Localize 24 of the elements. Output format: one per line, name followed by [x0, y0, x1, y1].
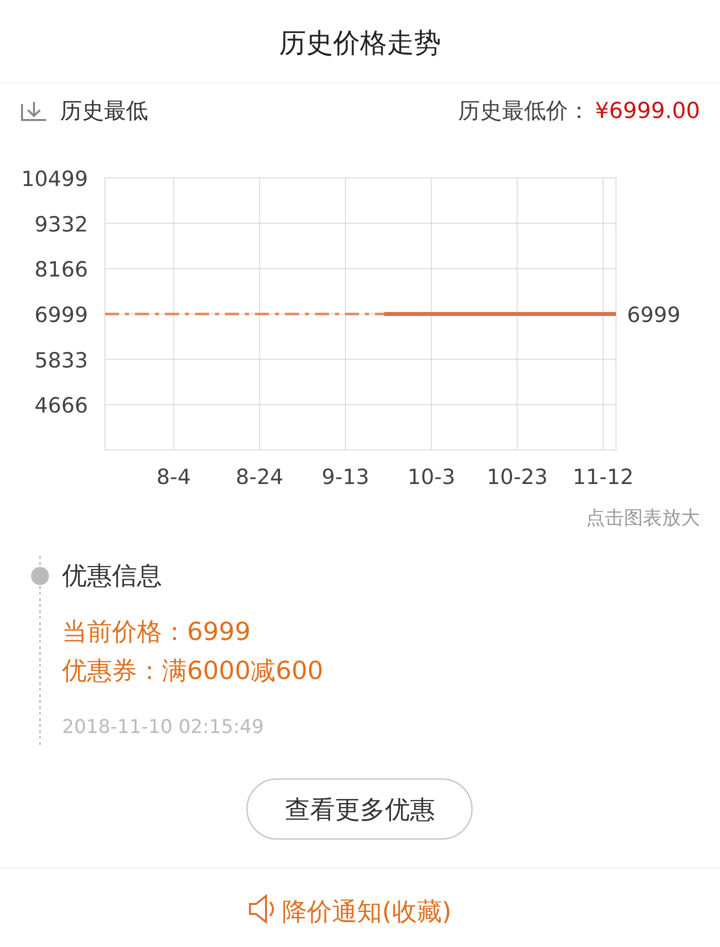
text: ¥6999.00	[595, 99, 700, 124]
text: 历史最低	[60, 99, 148, 124]
text: 历史最低价：	[458, 99, 590, 124]
x-tick-label: 10-3	[408, 465, 456, 489]
y-tick-label: 5833	[34, 348, 88, 372]
text: 当前价格：6999	[62, 617, 251, 646]
chart-title: 历史价格走势	[279, 28, 441, 59]
data-label: 6999	[627, 303, 680, 328]
y-tick-label: 9332	[34, 212, 88, 236]
x-tick-label: 9-13	[322, 465, 370, 489]
x-tick-label: 10-23	[486, 465, 548, 489]
text: 优惠信息	[62, 561, 162, 590]
y-tick-label: 10499	[21, 167, 88, 191]
x-tick-label: 8-24	[236, 465, 284, 489]
x-tick-label: 8-4	[156, 465, 191, 489]
text: 点击图表放大	[586, 507, 700, 529]
text: 2018-11-10 02:15:49	[62, 716, 264, 738]
x-tick-label: 11-12	[572, 465, 634, 489]
text: 优惠券：满6000减600	[62, 656, 324, 685]
y-tick-label: 6999	[34, 303, 88, 328]
y-tick-label: 4666	[34, 394, 88, 418]
text: 查看更多优惠	[285, 795, 435, 824]
text: 降价通知(收藏)	[282, 897, 452, 926]
y-tick-label: 8166	[34, 258, 88, 282]
